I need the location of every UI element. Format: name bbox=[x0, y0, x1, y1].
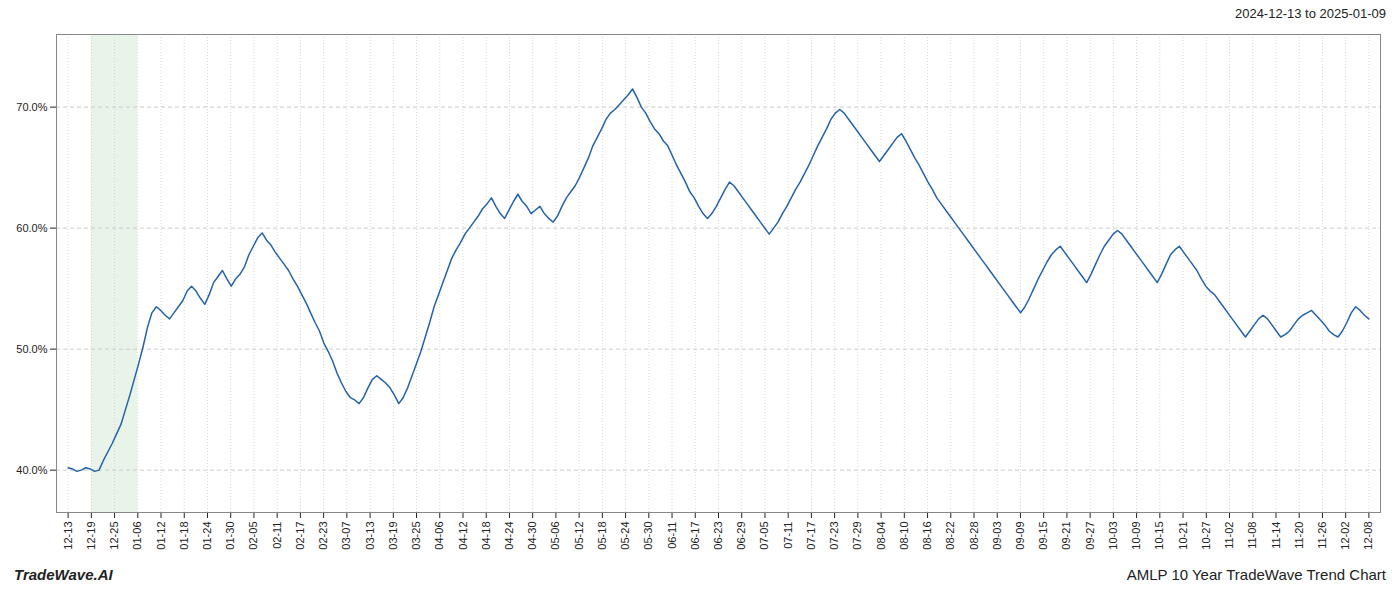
svg-text:40.0%: 40.0% bbox=[16, 464, 47, 476]
svg-text:06-29: 06-29 bbox=[735, 522, 747, 550]
svg-text:07-05: 07-05 bbox=[758, 522, 770, 550]
svg-text:09-09: 09-09 bbox=[1014, 522, 1026, 550]
svg-text:12-19: 12-19 bbox=[85, 522, 97, 550]
svg-text:11-02: 11-02 bbox=[1223, 522, 1235, 549]
svg-text:03-07: 03-07 bbox=[340, 522, 352, 550]
svg-text:07-29: 07-29 bbox=[851, 522, 863, 550]
svg-text:05-30: 05-30 bbox=[642, 522, 654, 550]
html-text:TradeWave.AI: TradeWave.AI bbox=[14, 566, 113, 583]
svg-text:09-03: 09-03 bbox=[991, 522, 1003, 550]
svg-text:03-25: 03-25 bbox=[410, 522, 422, 550]
svg-text:08-10: 08-10 bbox=[898, 522, 910, 550]
svg-text:11-26: 11-26 bbox=[1316, 522, 1328, 549]
svg-text:04-30: 04-30 bbox=[526, 522, 538, 550]
html-text:AMLP 10 Year TradeWave Trend C: AMLP 10 Year TradeWave Trend Chart bbox=[1126, 566, 1386, 583]
svg-text:03-13: 03-13 bbox=[364, 522, 376, 550]
svg-text:11-14: 11-14 bbox=[1269, 522, 1281, 549]
svg-text:08-22: 08-22 bbox=[944, 522, 956, 550]
svg-text:04-18: 04-18 bbox=[480, 522, 492, 550]
svg-text:02-05: 02-05 bbox=[247, 522, 259, 550]
svg-text:10-09: 10-09 bbox=[1130, 522, 1142, 550]
svg-text:01-12: 01-12 bbox=[155, 522, 167, 550]
svg-text:06-11: 06-11 bbox=[666, 522, 678, 549]
svg-text:01-30: 01-30 bbox=[224, 522, 236, 550]
svg-text:05-24: 05-24 bbox=[619, 522, 631, 550]
svg-text:10-21: 10-21 bbox=[1177, 522, 1189, 550]
svg-text:05-12: 05-12 bbox=[573, 522, 585, 550]
svg-text:10-03: 10-03 bbox=[1107, 522, 1119, 550]
svg-text:50.0%: 50.0% bbox=[16, 343, 47, 355]
svg-text:12-25: 12-25 bbox=[108, 522, 120, 550]
svg-text:08-16: 08-16 bbox=[921, 522, 933, 550]
svg-text:03-19: 03-19 bbox=[387, 522, 399, 550]
svg-text:09-21: 09-21 bbox=[1060, 522, 1072, 550]
svg-text:06-23: 06-23 bbox=[712, 522, 724, 550]
svg-text:12-13: 12-13 bbox=[62, 522, 74, 550]
svg-text:01-18: 01-18 bbox=[178, 522, 190, 550]
svg-text:12-02: 12-02 bbox=[1339, 522, 1351, 550]
svg-text:12-08: 12-08 bbox=[1362, 522, 1374, 550]
svg-text:08-04: 08-04 bbox=[875, 522, 887, 550]
svg-text:01-06: 01-06 bbox=[131, 522, 143, 550]
svg-text:04-24: 04-24 bbox=[503, 522, 515, 550]
svg-text:11-08: 11-08 bbox=[1246, 522, 1258, 549]
svg-text:02-11: 02-11 bbox=[271, 522, 283, 549]
svg-text:60.0%: 60.0% bbox=[16, 222, 47, 234]
svg-text:07-11: 07-11 bbox=[782, 522, 794, 549]
svg-text:06-17: 06-17 bbox=[689, 522, 701, 550]
html-text:2024-12-13 to 2025-01-09: 2024-12-13 to 2025-01-09 bbox=[1234, 6, 1386, 21]
svg-text:05-06: 05-06 bbox=[549, 522, 561, 550]
svg-text:07-17: 07-17 bbox=[805, 522, 817, 550]
svg-text:10-15: 10-15 bbox=[1153, 522, 1165, 550]
svg-text:01-24: 01-24 bbox=[201, 522, 213, 550]
svg-text:09-15: 09-15 bbox=[1037, 522, 1049, 550]
svg-text:70.0%: 70.0% bbox=[16, 101, 47, 113]
svg-text:10-27: 10-27 bbox=[1200, 522, 1212, 550]
svg-text:11-20: 11-20 bbox=[1293, 522, 1305, 549]
svg-text:05-18: 05-18 bbox=[596, 522, 608, 550]
svg-text:02-23: 02-23 bbox=[317, 522, 329, 550]
svg-text:04-06: 04-06 bbox=[433, 522, 445, 550]
svg-text:07-23: 07-23 bbox=[828, 522, 840, 550]
svg-text:02-17: 02-17 bbox=[294, 522, 306, 550]
svg-text:08-28: 08-28 bbox=[968, 522, 980, 550]
svg-text:04-12: 04-12 bbox=[457, 522, 469, 550]
svg-text:09-27: 09-27 bbox=[1084, 522, 1096, 550]
